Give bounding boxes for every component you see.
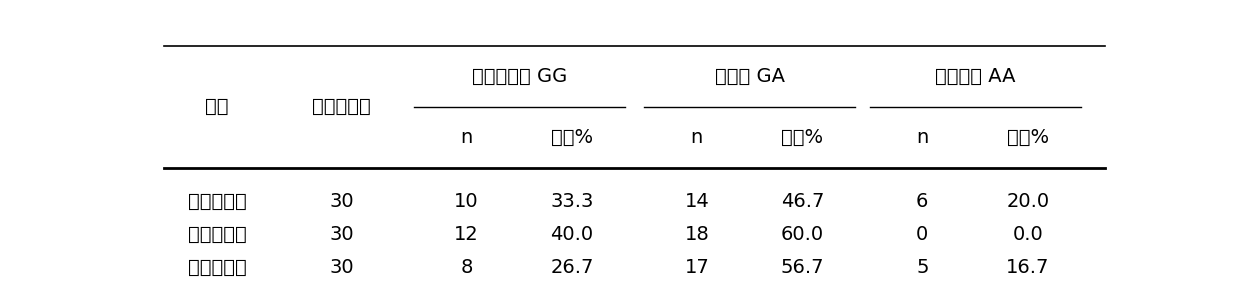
Text: 0: 0: [916, 225, 928, 244]
Text: 浙江省衢州: 浙江省衢州: [188, 192, 246, 211]
Text: 56.7: 56.7: [781, 257, 825, 277]
Text: 10: 10: [454, 192, 479, 211]
Text: 浙江省金华: 浙江省金华: [188, 225, 246, 244]
Text: 浙江省温岭: 浙江省温岭: [188, 257, 246, 277]
Text: 6: 6: [916, 192, 928, 211]
Text: 30: 30: [329, 192, 354, 211]
Text: 5: 5: [916, 257, 928, 277]
Text: 16.7: 16.7: [1006, 257, 1050, 277]
Text: 频率%: 频率%: [781, 128, 823, 147]
Text: 频率%: 频率%: [551, 128, 593, 147]
Text: 17: 17: [685, 257, 709, 277]
Text: 14: 14: [685, 192, 709, 211]
Text: 敏感纯合体 GG: 敏感纯合体 GG: [472, 67, 567, 86]
Text: 30: 30: [329, 257, 354, 277]
Text: 46.7: 46.7: [781, 192, 825, 211]
Text: 8: 8: [461, 257, 473, 277]
Text: 33.3: 33.3: [551, 192, 594, 211]
Text: n: n: [461, 128, 473, 147]
Text: n: n: [691, 128, 703, 147]
Text: 检测个体数: 检测个体数: [312, 97, 371, 116]
Text: 杂合体 GA: 杂合体 GA: [714, 67, 785, 86]
Text: 60.0: 60.0: [781, 225, 825, 244]
Text: 18: 18: [685, 225, 709, 244]
Text: 40.0: 40.0: [551, 225, 594, 244]
Text: 0.0: 0.0: [1013, 225, 1044, 244]
Text: 频率%: 频率%: [1006, 128, 1049, 147]
Text: 12: 12: [454, 225, 479, 244]
Text: 抗性合体 AA: 抗性合体 AA: [935, 67, 1015, 86]
Text: 30: 30: [329, 225, 354, 244]
Text: 26.7: 26.7: [551, 257, 594, 277]
Text: 20.0: 20.0: [1006, 192, 1050, 211]
Text: n: n: [916, 128, 928, 147]
Text: 地区: 地区: [206, 97, 229, 116]
